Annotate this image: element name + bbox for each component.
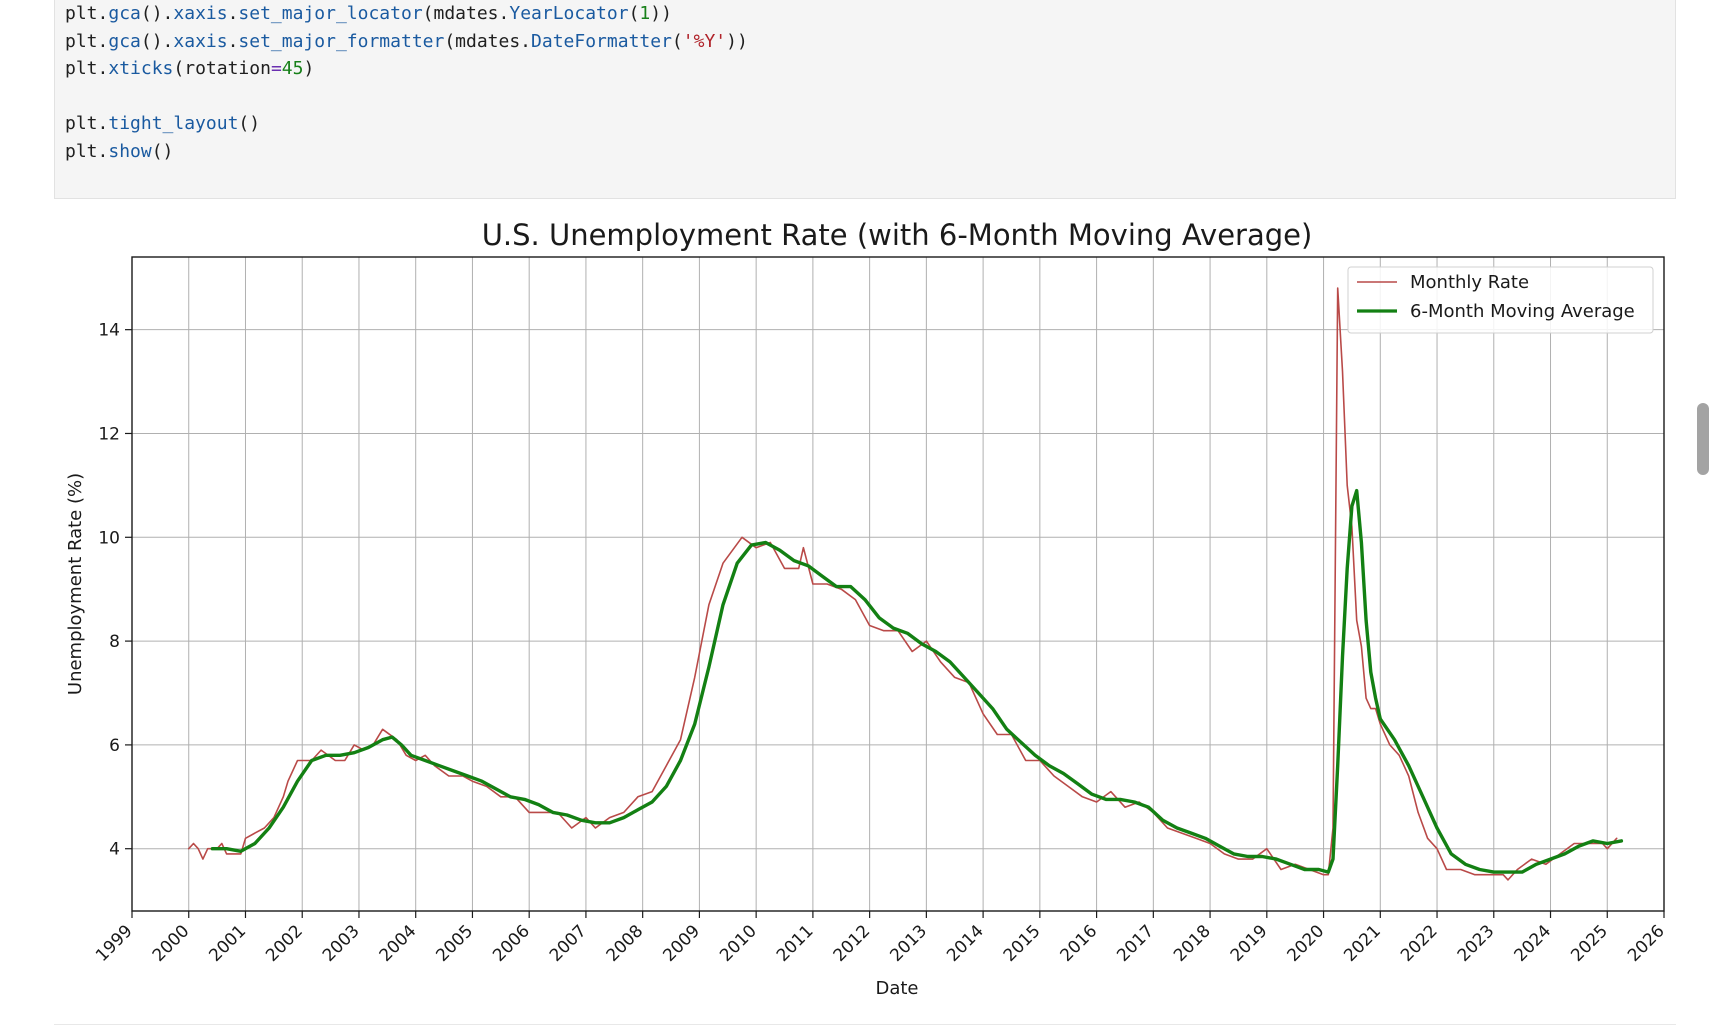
code-token: plt [65,113,98,134]
x-tick-label: 2007 [546,921,591,966]
code-token: set_major_locator [238,3,423,24]
y-tick-label: 6 [109,736,120,756]
x-tick-label: 2009 [659,921,704,966]
x-tick-label: 2005 [432,921,477,966]
code-token: . [97,58,109,79]
code-token: (). [140,30,174,52]
code-line: plt.gca().xaxis.set_major_formatter(mdat… [65,28,748,56]
x-tick-label: 2002 [262,921,307,966]
code-token: xticks [108,58,174,79]
code-token: . [97,30,109,52]
code-token: . [97,113,109,134]
code-token: DateFormatter [531,30,672,52]
chart-figure: 1999 2000 2001 2002 2003 2004 2005 2006 2007 2008… [65,218,1669,999]
legend-label-monthly-rate: Monthly Rate [1410,272,1529,293]
x-tick-label: 2003 [319,921,364,966]
x-tick-label: 2006 [489,921,534,966]
code-token: gca [108,30,141,52]
code-token: = [270,58,282,79]
code-token: YearLocator [509,3,629,24]
code-line: plt.tight_layout() [65,110,748,138]
x-tick-label: 2015 [1000,921,1045,966]
x-tick-label: 2021 [1340,921,1385,966]
code-token: '%Y' [682,30,727,52]
code-token: plt [65,58,98,79]
code-token: (rotation [173,58,271,79]
code-token: . [97,3,109,24]
code-line: plt.show() [65,138,748,166]
code-token: 1 [639,3,651,24]
x-tick-label: 2012 [830,921,875,966]
x-axis-label: Date [875,978,918,999]
y-axis-label: Unemployment Rate (%) [65,473,86,695]
x-tick-label: 2014 [943,921,988,966]
x-tick-label: 1999 [92,921,137,966]
output-area [54,205,1676,1025]
code-line: plt.gca().xaxis.set_major_locator(mdates… [65,0,748,28]
x-tick-label: 2022 [1397,921,1442,966]
code-token: xaxis [173,30,228,52]
x-tick-label: 2024 [1510,921,1555,966]
code-token: )) [650,3,672,24]
x-tick-label: 2016 [1057,921,1102,966]
y-tick-label: 8 [109,632,120,652]
code-token: (mdates. [422,3,510,24]
ticks: 1999 2000 2001 2002 2003 2004 2005 2006 2007 2008… [92,321,1669,966]
code-token: plt [65,140,98,162]
code-token: tight_layout [108,113,239,134]
chart-title: U.S. Unemployment Rate (with 6-Month Mov… [482,218,1313,252]
y-tick-label: 10 [98,528,120,548]
x-tick-label: 2013 [886,921,931,966]
code-token: )) [726,30,748,52]
x-tick-label: 2011 [773,921,818,966]
x-tick-label: 2004 [376,921,421,966]
y-tick-label: 14 [98,321,120,341]
x-tick-label: 2026 [1624,921,1669,966]
code-token: gca [108,3,141,24]
code-token: ) [303,58,315,79]
x-tick-label: 2019 [1227,921,1272,966]
code-token: ( [628,3,640,24]
x-tick-label: 2023 [1454,921,1499,966]
code-token: set_major_formatter [238,30,445,52]
x-tick-label: 2001 [205,921,250,966]
x-tick-label: 2018 [1170,921,1215,966]
code-cell[interactable]: plt.gca().xaxis.set_major_locator(mdates… [54,0,1676,199]
x-tick-label: 2008 [603,921,648,966]
code-token: xaxis [173,3,228,24]
x-tick-label: 2010 [716,921,761,966]
code-token: ( [671,30,683,52]
x-tick-label: 2025 [1567,921,1612,966]
axes-frame [131,256,1665,912]
code-token: plt [65,30,98,52]
code-token: . [227,3,239,24]
scrollbar-thumb[interactable] [1697,403,1709,475]
y-tick-label: 4 [109,840,120,860]
y-tick-label: 12 [98,424,120,444]
code-token: show [108,140,152,162]
x-tick-label: 2000 [149,921,194,966]
code-token: (). [140,3,174,24]
code-token: plt [65,3,98,24]
x-tick-label: 2017 [1113,921,1158,966]
code-token: (mdates. [444,30,532,52]
code-token: () [151,140,174,162]
code-lines: plt.gca().xaxis.set_major_locator(mdates… [65,0,748,165]
code-line [65,83,748,111]
series-line-moving-average [210,488,1624,874]
legend-label-moving-average: 6-Month Moving Average [1410,301,1635,322]
grid [131,257,1665,911]
code-line: plt.xticks(rotation=45) [65,55,748,83]
code-token: () [238,113,261,134]
series-layer [187,287,1624,881]
series-line-monthly-rate [187,287,1618,881]
scrollbar-track[interactable] [1694,0,1708,1025]
code-token: . [227,30,239,52]
x-tick-label: 2020 [1284,921,1329,966]
legend-box [1347,266,1654,334]
code-token: . [97,140,109,162]
code-token: 45 [281,58,304,79]
legend: Monthly Rate 6-Month Moving Average [1347,266,1654,334]
